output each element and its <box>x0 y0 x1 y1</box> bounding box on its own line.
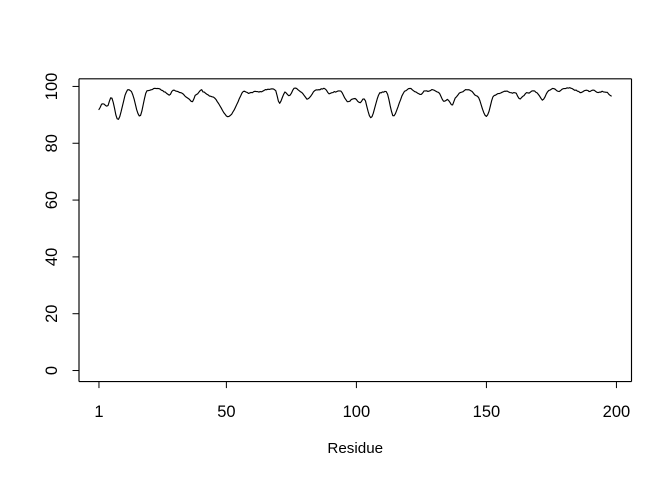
svg-text:100: 100 <box>343 403 371 421</box>
svg-text:150: 150 <box>473 403 501 421</box>
svg-text:60: 60 <box>43 191 61 209</box>
svg-text:1: 1 <box>94 403 103 421</box>
svg-text:80: 80 <box>43 134 61 152</box>
svg-text:200: 200 <box>603 403 631 421</box>
svg-text:50: 50 <box>217 403 235 421</box>
svg-text:20: 20 <box>43 305 61 323</box>
svg-text:100: 100 <box>43 73 61 101</box>
svg-text:Residue: Residue <box>327 440 383 457</box>
svg-text:0: 0 <box>43 366 61 375</box>
svg-text:40: 40 <box>43 248 61 266</box>
